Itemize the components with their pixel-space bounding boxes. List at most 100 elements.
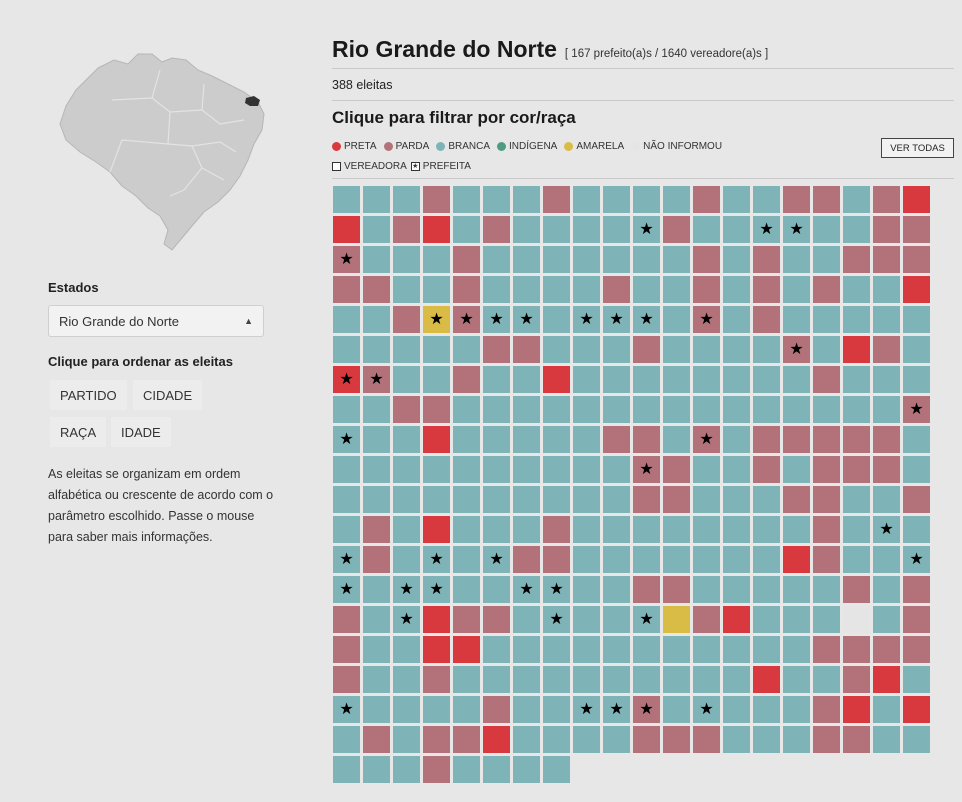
candidate-cell[interactable] xyxy=(423,726,450,753)
candidate-cell[interactable] xyxy=(603,336,630,363)
candidate-cell[interactable] xyxy=(903,606,930,633)
candidate-cell[interactable] xyxy=(543,756,570,783)
candidate-cell[interactable] xyxy=(543,546,570,573)
candidate-cell[interactable]: ★ xyxy=(333,246,360,273)
candidate-cell[interactable]: ★ xyxy=(453,306,480,333)
candidate-cell[interactable] xyxy=(543,426,570,453)
candidate-cell[interactable] xyxy=(393,246,420,273)
candidate-cell[interactable] xyxy=(363,246,390,273)
candidate-cell[interactable] xyxy=(393,366,420,393)
candidate-cell[interactable] xyxy=(363,216,390,243)
candidate-cell[interactable] xyxy=(903,186,930,213)
candidate-cell[interactable] xyxy=(843,306,870,333)
candidate-cell[interactable] xyxy=(663,186,690,213)
candidate-cell[interactable] xyxy=(873,726,900,753)
candidate-cell[interactable] xyxy=(543,366,570,393)
candidate-cell[interactable] xyxy=(843,666,870,693)
candidate-cell[interactable] xyxy=(723,396,750,423)
candidate-cell[interactable] xyxy=(693,546,720,573)
candidate-cell[interactable]: ★ xyxy=(423,306,450,333)
candidate-cell[interactable]: ★ xyxy=(393,606,420,633)
state-select[interactable]: Rio Grande do Norte ▲︎ xyxy=(48,305,264,337)
candidate-cell[interactable] xyxy=(333,216,360,243)
candidate-cell[interactable] xyxy=(603,186,630,213)
candidate-cell[interactable] xyxy=(363,546,390,573)
candidate-cell[interactable] xyxy=(393,666,420,693)
candidate-cell[interactable] xyxy=(603,726,630,753)
candidate-cell[interactable] xyxy=(783,366,810,393)
candidate-cell[interactable] xyxy=(813,606,840,633)
candidate-cell[interactable] xyxy=(663,336,690,363)
candidate-cell[interactable] xyxy=(603,606,630,633)
candidate-cell[interactable] xyxy=(693,366,720,393)
candidate-cell[interactable]: ★ xyxy=(603,696,630,723)
candidate-cell[interactable] xyxy=(483,186,510,213)
candidate-cell[interactable] xyxy=(663,516,690,543)
candidate-cell[interactable]: ★ xyxy=(633,216,660,243)
candidate-cell[interactable] xyxy=(663,306,690,333)
candidate-cell[interactable] xyxy=(843,456,870,483)
candidate-cell[interactable] xyxy=(843,186,870,213)
candidate-cell[interactable] xyxy=(813,216,840,243)
candidate-cell[interactable] xyxy=(423,396,450,423)
candidate-cell[interactable] xyxy=(783,726,810,753)
candidate-cell[interactable] xyxy=(723,546,750,573)
candidate-cell[interactable] xyxy=(423,456,450,483)
candidate-cell[interactable]: ★ xyxy=(903,396,930,423)
candidate-cell[interactable] xyxy=(333,636,360,663)
candidate-cell[interactable] xyxy=(393,216,420,243)
candidate-cell[interactable] xyxy=(663,606,690,633)
candidate-cell[interactable] xyxy=(813,456,840,483)
candidate-cell[interactable] xyxy=(723,636,750,663)
candidate-cell[interactable] xyxy=(903,516,930,543)
candidate-cell[interactable] xyxy=(783,576,810,603)
candidate-cell[interactable] xyxy=(453,276,480,303)
candidate-cell[interactable] xyxy=(813,186,840,213)
candidate-cell[interactable] xyxy=(813,666,840,693)
candidate-cell[interactable] xyxy=(753,516,780,543)
candidate-cell[interactable] xyxy=(813,516,840,543)
candidate-cell[interactable] xyxy=(543,186,570,213)
candidate-cell[interactable] xyxy=(603,486,630,513)
candidate-cell[interactable]: ★ xyxy=(513,576,540,603)
candidate-cell[interactable] xyxy=(903,426,930,453)
candidate-cell[interactable] xyxy=(633,246,660,273)
candidate-cell[interactable] xyxy=(753,636,780,663)
candidate-cell[interactable] xyxy=(393,516,420,543)
candidate-cell[interactable]: ★ xyxy=(513,306,540,333)
candidate-cell[interactable]: ★ xyxy=(633,696,660,723)
candidate-cell[interactable] xyxy=(573,246,600,273)
candidate-cell[interactable] xyxy=(873,306,900,333)
candidate-cell[interactable] xyxy=(603,546,630,573)
candidate-cell[interactable] xyxy=(393,306,420,333)
candidate-cell[interactable] xyxy=(333,456,360,483)
candidate-cell[interactable] xyxy=(483,756,510,783)
candidate-cell[interactable] xyxy=(873,486,900,513)
candidate-cell[interactable] xyxy=(513,426,540,453)
candidate-cell[interactable]: ★ xyxy=(543,606,570,633)
candidate-cell[interactable]: ★ xyxy=(543,576,570,603)
candidate-cell[interactable] xyxy=(783,306,810,333)
candidate-cell[interactable] xyxy=(423,666,450,693)
candidate-cell[interactable] xyxy=(693,516,720,543)
candidate-cell[interactable] xyxy=(813,366,840,393)
candidate-cell[interactable] xyxy=(633,516,660,543)
candidate-cell[interactable] xyxy=(813,696,840,723)
candidate-cell[interactable] xyxy=(513,546,540,573)
candidate-cell[interactable] xyxy=(783,486,810,513)
candidate-cell[interactable] xyxy=(783,636,810,663)
candidate-cell[interactable] xyxy=(873,366,900,393)
candidate-cell[interactable] xyxy=(693,726,720,753)
candidate-cell[interactable] xyxy=(513,636,540,663)
candidate-cell[interactable] xyxy=(663,276,690,303)
candidate-cell[interactable] xyxy=(423,486,450,513)
candidate-cell[interactable] xyxy=(513,186,540,213)
candidate-cell[interactable] xyxy=(483,636,510,663)
candidate-cell[interactable] xyxy=(543,246,570,273)
candidate-cell[interactable] xyxy=(333,756,360,783)
candidate-cell[interactable] xyxy=(723,336,750,363)
candidate-cell[interactable] xyxy=(363,486,390,513)
candidate-cell[interactable] xyxy=(723,666,750,693)
candidate-cell[interactable] xyxy=(783,246,810,273)
candidate-cell[interactable] xyxy=(873,246,900,273)
